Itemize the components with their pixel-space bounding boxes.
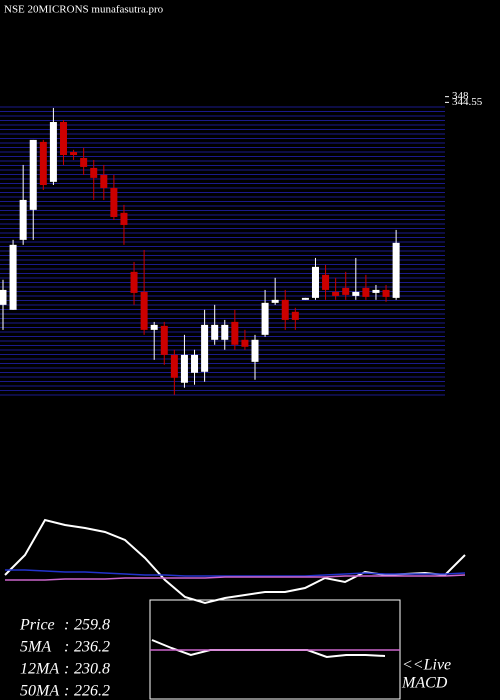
candle-body bbox=[180, 354, 188, 383]
candle-body bbox=[59, 122, 67, 155]
candle-body bbox=[100, 174, 108, 188]
candle-body bbox=[9, 244, 17, 310]
indicator-line bbox=[4, 518, 466, 605]
candle-body bbox=[291, 311, 299, 320]
candle-body bbox=[201, 324, 209, 372]
candle-body bbox=[342, 287, 350, 295]
candle-body bbox=[311, 266, 319, 298]
y-tick-label: 344.55 bbox=[452, 96, 483, 108]
stat-value: 226.2 bbox=[74, 683, 110, 700]
grid bbox=[0, 106, 445, 396]
candle-body bbox=[281, 299, 289, 320]
candle-body bbox=[120, 212, 128, 225]
candle-body bbox=[332, 291, 340, 296]
candle-body bbox=[150, 324, 158, 330]
stat-label: 5MA bbox=[20, 639, 51, 656]
candle-body bbox=[70, 152, 78, 155]
indicator-line bbox=[5, 569, 466, 577]
candle-body bbox=[19, 199, 27, 240]
stat-value: 230.8 bbox=[74, 661, 110, 678]
candle-body bbox=[221, 324, 229, 340]
stat-separator: : bbox=[64, 661, 69, 678]
stat-label: 12MA bbox=[20, 661, 59, 678]
stat-value: 259.8 bbox=[74, 617, 110, 634]
stat-separator: : bbox=[64, 639, 69, 656]
macd-label: MACD bbox=[401, 675, 448, 692]
candle-body bbox=[261, 302, 269, 335]
indicator-line bbox=[151, 639, 386, 659]
candle-body bbox=[140, 291, 148, 330]
candle-body bbox=[372, 289, 380, 293]
stat-separator: : bbox=[64, 617, 69, 634]
candle-body bbox=[0, 289, 7, 305]
y-tick-label: 348 bbox=[452, 90, 469, 102]
live-label: <<Live bbox=[402, 657, 451, 674]
candle-body bbox=[322, 274, 330, 290]
candle-body bbox=[90, 167, 98, 178]
stat-label: Price bbox=[19, 617, 55, 634]
candle-body bbox=[170, 354, 178, 378]
indicator-line bbox=[5, 574, 466, 581]
candle-body bbox=[29, 139, 37, 210]
candle-body bbox=[251, 339, 259, 362]
candle-body bbox=[130, 271, 138, 293]
candle-body bbox=[110, 187, 118, 217]
candle-body bbox=[231, 321, 239, 345]
candle-body bbox=[49, 122, 57, 182]
candle-body bbox=[301, 297, 309, 300]
candle-body bbox=[160, 325, 168, 355]
candle-body bbox=[211, 324, 219, 340]
candle-body bbox=[392, 242, 400, 298]
candle-body bbox=[271, 299, 279, 303]
candle-body bbox=[39, 141, 47, 185]
stat-label: 50MA bbox=[20, 683, 59, 700]
candle-body bbox=[241, 339, 249, 347]
stat-value: 236.2 bbox=[74, 639, 110, 656]
candle-body bbox=[382, 289, 390, 297]
candle-body bbox=[191, 354, 199, 373]
stat-separator: : bbox=[64, 683, 69, 700]
candle-body bbox=[352, 291, 360, 296]
candle-body bbox=[80, 157, 88, 167]
chart-title: NSE 20MICRONS munafasutra.pro bbox=[4, 4, 164, 16]
candle-body bbox=[362, 287, 370, 297]
